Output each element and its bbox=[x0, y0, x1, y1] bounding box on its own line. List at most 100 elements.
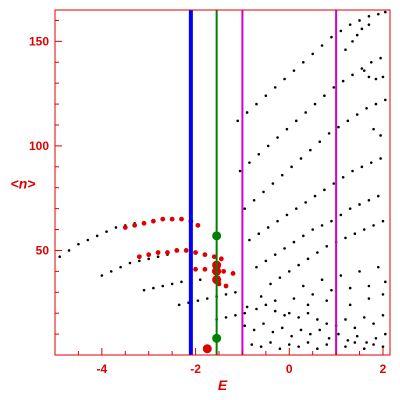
data-point bbox=[327, 336, 331, 340]
data-point bbox=[379, 56, 382, 60]
data-point bbox=[376, 265, 380, 269]
data-point bbox=[243, 207, 247, 210]
data-point bbox=[262, 190, 265, 194]
data-point bbox=[105, 230, 108, 233]
data-point bbox=[341, 79, 345, 83]
x-axis-label: E bbox=[218, 377, 228, 393]
data-point bbox=[257, 232, 261, 236]
data-point bbox=[283, 313, 286, 317]
data-point bbox=[271, 330, 275, 334]
data-point bbox=[369, 60, 373, 64]
data-point bbox=[309, 148, 312, 152]
data-point bbox=[362, 69, 366, 72]
data-point bbox=[146, 252, 152, 258]
data-point bbox=[348, 23, 352, 26]
data-point bbox=[294, 207, 298, 210]
data-point bbox=[353, 326, 357, 330]
data-point bbox=[351, 169, 354, 173]
data-point bbox=[67, 249, 71, 252]
data-point bbox=[325, 244, 329, 248]
data-point bbox=[250, 343, 254, 346]
data-point bbox=[100, 274, 104, 277]
data-point bbox=[205, 297, 209, 300]
data-point bbox=[297, 263, 300, 267]
data-point bbox=[77, 242, 80, 246]
data-point bbox=[252, 328, 256, 332]
data-point bbox=[234, 313, 237, 317]
data-point bbox=[223, 283, 229, 289]
data-point bbox=[381, 313, 385, 317]
data-point bbox=[351, 40, 354, 43]
data-point bbox=[313, 194, 317, 198]
data-point bbox=[170, 282, 174, 286]
data-point bbox=[122, 225, 128, 230]
data-point bbox=[95, 234, 99, 238]
data-point bbox=[243, 324, 247, 328]
data-point bbox=[255, 307, 258, 311]
y-axis-label: <n> bbox=[11, 176, 36, 192]
x-tick-label: 2 bbox=[380, 362, 387, 376]
data-point bbox=[142, 288, 146, 292]
data-point bbox=[379, 157, 382, 160]
data-point bbox=[169, 216, 175, 222]
data-point bbox=[374, 77, 378, 81]
data-point bbox=[367, 23, 371, 26]
data-point bbox=[283, 77, 286, 81]
data-point bbox=[304, 111, 307, 114]
data-point bbox=[152, 286, 155, 290]
y-axis: 50 100 150 bbox=[29, 10, 62, 355]
data-point bbox=[381, 345, 385, 348]
data-point bbox=[264, 94, 268, 98]
data-point bbox=[294, 119, 298, 123]
data-point bbox=[358, 270, 361, 273]
data-point bbox=[316, 347, 319, 351]
data-point bbox=[86, 238, 90, 242]
data-point bbox=[360, 27, 364, 31]
data-point bbox=[384, 280, 387, 284]
data-point bbox=[311, 293, 314, 296]
data-point bbox=[360, 67, 364, 70]
data-point bbox=[156, 255, 160, 259]
data-point bbox=[259, 345, 263, 348]
data-point bbox=[309, 332, 312, 336]
data-point bbox=[276, 219, 279, 223]
series-layer bbox=[58, 10, 387, 354]
data-point bbox=[384, 98, 387, 102]
data-point bbox=[196, 299, 200, 302]
data-point bbox=[381, 293, 385, 296]
data-point bbox=[245, 111, 249, 114]
data-point bbox=[372, 322, 375, 325]
data-point bbox=[218, 256, 224, 262]
data-point bbox=[304, 201, 307, 204]
data-point bbox=[245, 305, 249, 309]
series-0 bbox=[58, 10, 387, 351]
data-point bbox=[367, 14, 371, 18]
data-point bbox=[362, 228, 366, 231]
data-point bbox=[306, 341, 310, 344]
data-point bbox=[283, 247, 286, 250]
data-point bbox=[269, 282, 272, 286]
data-point bbox=[381, 75, 385, 79]
data-point bbox=[255, 265, 258, 269]
data-point bbox=[211, 254, 217, 260]
data-point bbox=[238, 169, 242, 173]
data-point bbox=[374, 102, 378, 106]
data-point bbox=[330, 35, 333, 39]
data-point bbox=[174, 248, 180, 253]
data-point bbox=[353, 341, 357, 344]
data-point bbox=[348, 286, 352, 290]
x-tick-label: 0 bbox=[286, 362, 293, 376]
data-point bbox=[351, 73, 354, 77]
data-point bbox=[234, 290, 237, 294]
data-point bbox=[316, 251, 319, 254]
data-point bbox=[297, 345, 300, 348]
data-point bbox=[161, 284, 165, 288]
data-point bbox=[365, 341, 368, 344]
data-point bbox=[337, 125, 340, 129]
data-point bbox=[306, 257, 310, 261]
data-point bbox=[344, 48, 347, 52]
data-point bbox=[257, 152, 261, 156]
data-point bbox=[299, 328, 303, 332]
data-point bbox=[341, 175, 345, 179]
